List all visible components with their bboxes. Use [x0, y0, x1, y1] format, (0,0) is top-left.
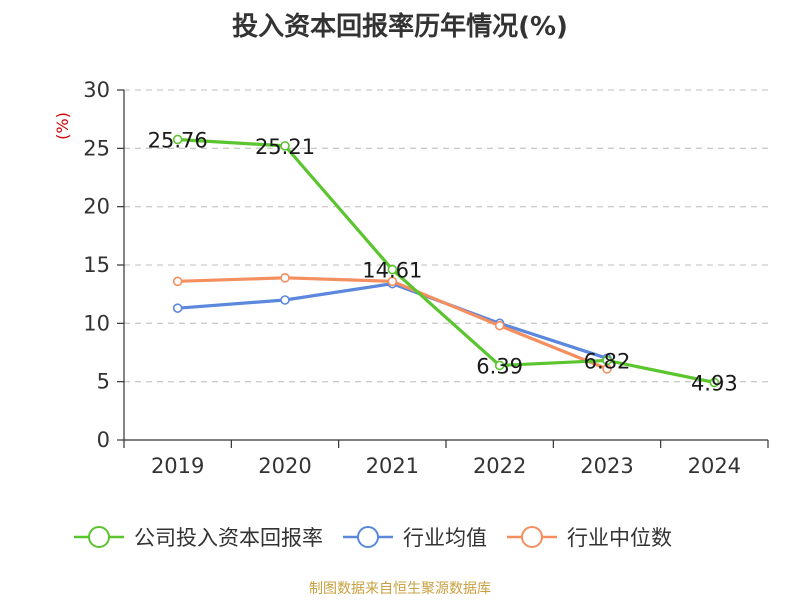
series-line [177, 137, 715, 385]
y-tick-label: 20 [83, 195, 110, 219]
data-point [172, 303, 183, 313]
data-label: 25.21 [255, 135, 315, 159]
x-tick-label: 2024 [688, 454, 741, 478]
data-point [387, 276, 398, 287]
x-tick-label: 2021 [366, 454, 419, 478]
legend-label: 行业中位数 [567, 526, 672, 550]
data-label: 4.93 [691, 371, 738, 395]
data-label: 25.76 [148, 128, 208, 152]
legend: 公司投入资本回报率 行业均值 行业中位数 [74, 526, 672, 550]
data-label: 6.39 [476, 354, 523, 378]
data-point [172, 134, 183, 145]
y-tick-label: 25 [83, 136, 110, 160]
y-tick-label: 0 [97, 428, 110, 452]
data-point [280, 295, 290, 305]
data-point [709, 377, 720, 388]
legend-label: 行业均值 [403, 526, 487, 550]
legend-marker [88, 526, 110, 548]
y-axis-unit: (%) [53, 112, 72, 140]
data-point [494, 320, 505, 331]
data-point [494, 360, 505, 371]
grid-lines [124, 89, 768, 383]
data-labels: 25.76 25.21 14.61 6.39 6.82 4.93 [148, 128, 738, 395]
y-tick-label: 15 [83, 253, 110, 277]
series-lines [172, 134, 720, 388]
data-point [280, 273, 290, 283]
data-point [280, 141, 290, 151]
data-point [602, 355, 612, 366]
data-point [387, 264, 398, 275]
chart-title: 投入资本回报率历年情况(%) [232, 12, 568, 42]
axes: 0 5 10 15 20 25 30 2019 2020 2021 2022 2023 2024 [83, 78, 769, 478]
x-tick-label: 2022 [473, 454, 526, 478]
data-point [172, 276, 183, 287]
y-tick-label: 5 [97, 370, 110, 394]
x-tick-label: 2019 [151, 454, 204, 478]
x-tick-label: 2023 [580, 454, 633, 478]
data-label: 6.82 [584, 349, 631, 373]
x-tick-label: 2020 [258, 454, 311, 478]
series-line [177, 282, 608, 360]
data-label: 14.61 [362, 259, 422, 283]
source-note: 制图数据来自恒生聚源数据库 [309, 581, 491, 597]
y-tick-label: 30 [83, 78, 110, 102]
y-tick-label: 10 [83, 311, 110, 335]
legend-marker [357, 526, 379, 548]
legend-label: 公司投入资本回报率 [134, 526, 323, 550]
legend-marker [521, 526, 543, 548]
